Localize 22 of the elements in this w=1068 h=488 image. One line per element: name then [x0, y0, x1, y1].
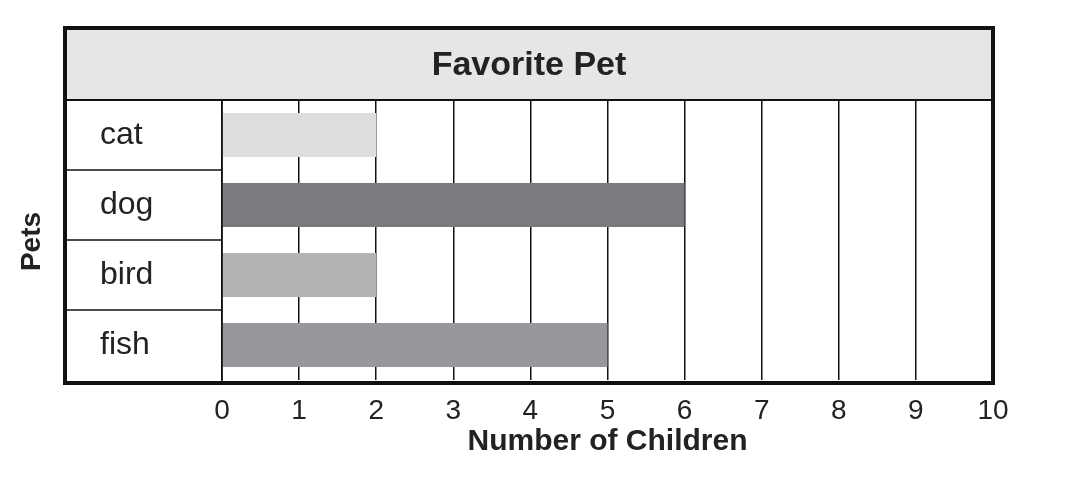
bar [222, 182, 685, 228]
y-tick-label: cat [100, 114, 143, 151]
bar [222, 322, 608, 368]
y-tick-label: dog [100, 184, 154, 221]
y-axis-title: Pets [14, 211, 46, 272]
x-axis-title: Number of Children [467, 423, 748, 457]
x-tick-label: 5 [599, 393, 616, 425]
y-tick-label: fish [100, 324, 150, 361]
bar [222, 252, 377, 298]
x-tick-label: 4 [522, 393, 539, 425]
x-tick-label: 0 [214, 393, 230, 425]
x-tick-label: 6 [676, 393, 693, 425]
y-tick-label: bird [100, 254, 154, 291]
x-tick-label: 1 [291, 393, 307, 425]
x-tick-label: 9 [908, 393, 924, 425]
chart-title: Favorite Pet [431, 44, 627, 83]
x-tick-label: 3 [445, 393, 462, 425]
x-tick-label: 10 [977, 393, 1009, 425]
x-tick-label: 7 [753, 393, 770, 425]
bar [222, 112, 377, 158]
x-tick-label: 8 [831, 393, 847, 425]
x-tick-label: 2 [368, 393, 384, 425]
